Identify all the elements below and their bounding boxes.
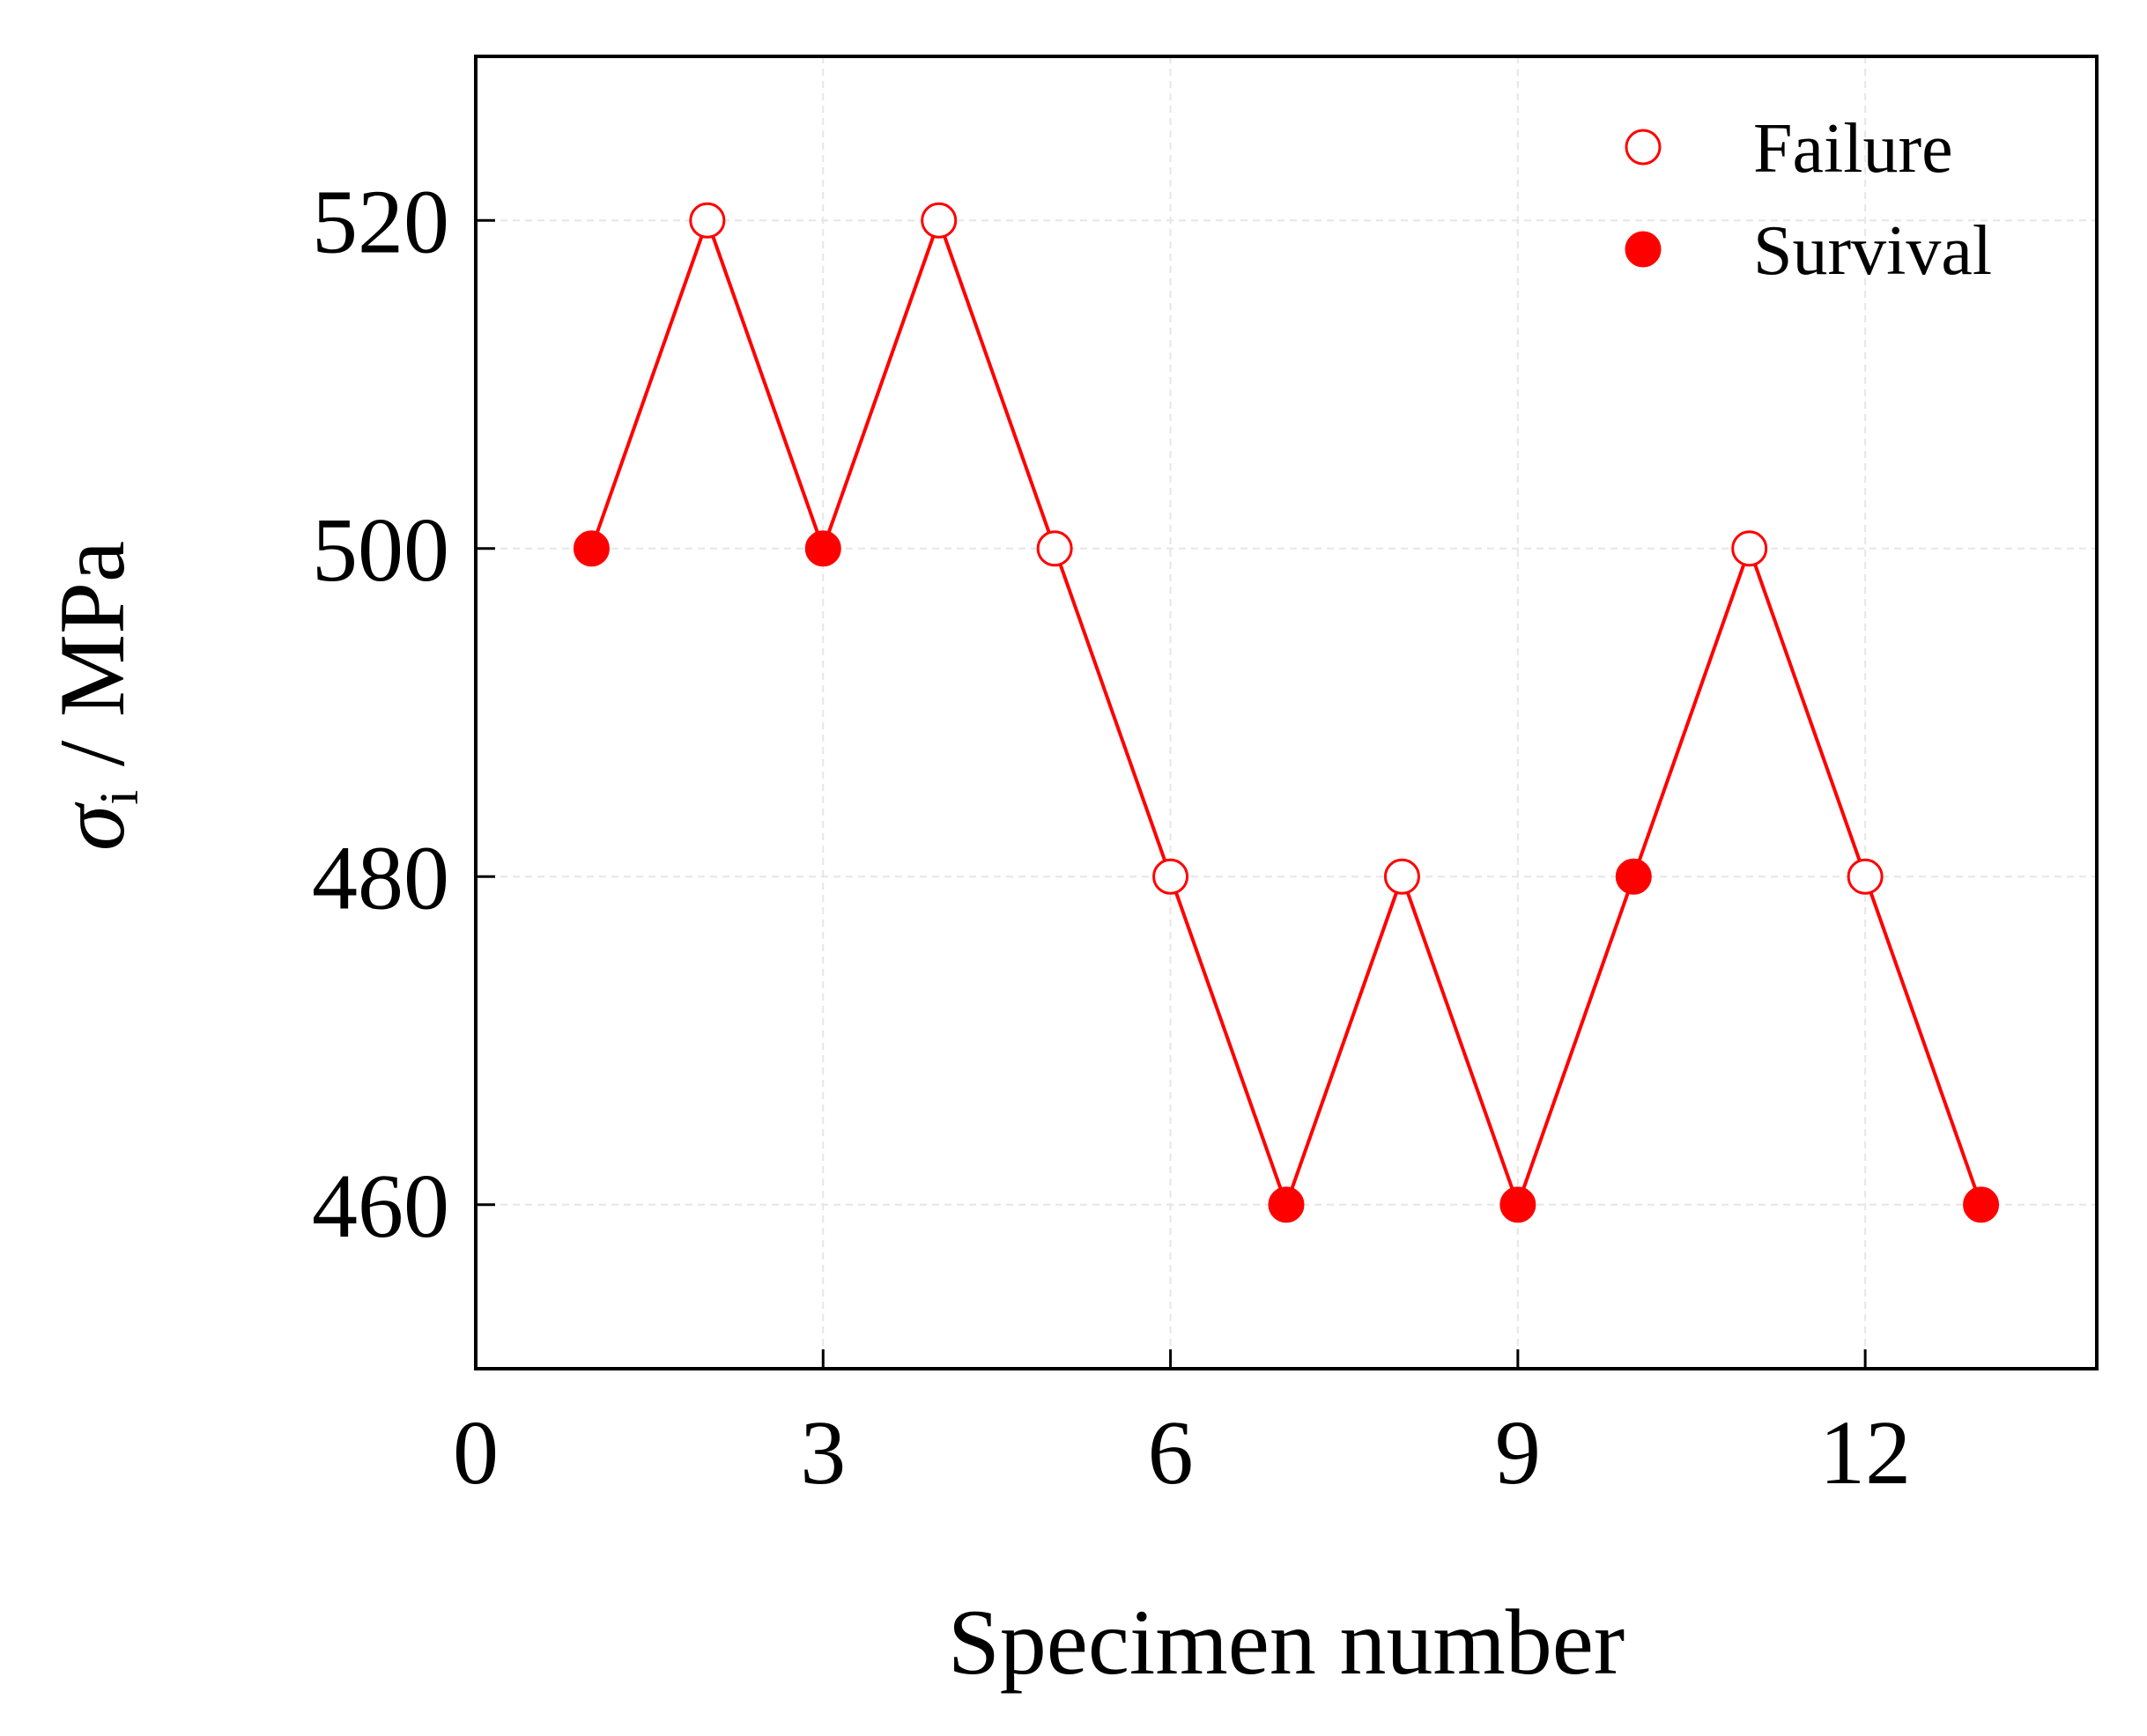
x-tick-label: 6 [1148,1402,1194,1503]
series-line [589,215,1983,1210]
x-tick-label: 9 [1495,1402,1541,1503]
y-tick-label: 480 [312,827,449,928]
data-point-failure [921,202,958,239]
x-tick-label: 0 [453,1402,499,1503]
data-series [573,202,2000,1223]
legend-marker-failure [1625,129,1662,166]
data-point-survival [1963,1186,2000,1223]
data-point-survival [573,530,610,567]
y-axis-subscript: i [90,790,150,805]
data-point-survival [1499,1186,1536,1223]
y-axis-symbol: σ [41,802,144,851]
data-point-survival [1615,858,1652,895]
y-tick-labels: 460 480 500 520 [312,171,449,1257]
legend: Failure Survival [1625,110,1992,290]
grid-lines [476,56,2097,1369]
data-point-survival [804,530,841,567]
data-point-survival [1268,1186,1305,1223]
legend-label-survival: Survival [1753,212,1992,290]
x-axis-title: Specimen number [948,1591,1625,1694]
x-tick-labels: 0 3 6 9 12 [453,1402,1911,1503]
y-tick-label: 500 [312,499,449,601]
data-point-failure [689,202,726,239]
x-tick-label: 12 [1819,1402,1911,1503]
legend-marker-survival [1625,231,1662,268]
data-point-failure [1383,858,1420,895]
plot-frame [474,55,2099,1370]
data-point-failure [1731,530,1768,567]
data-point-failure [1847,858,1884,895]
y-axis-title: σi / MPa [41,541,150,851]
y-axis-unit: / MPa [41,541,144,790]
y-tick-label: 520 [312,171,449,272]
y-tick-label: 460 [312,1156,449,1257]
legend-label-failure: Failure [1753,110,1953,188]
data-point-failure [1152,858,1189,895]
x-tick-label: 3 [800,1402,846,1503]
data-point-failure [1036,530,1073,567]
